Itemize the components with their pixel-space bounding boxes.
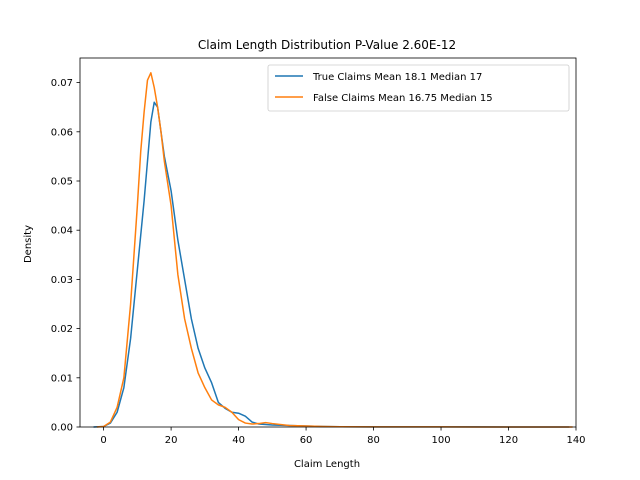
y-tick-label: 0.04	[51, 226, 73, 237]
series-line-0	[93, 101, 570, 428]
plot-area: 0 20 40 60 80 100 120 140 0.00 0.01 0.02 0.03 0.04 0.…	[51, 57, 586, 446]
x-tick-label: 40	[232, 435, 245, 446]
legend-label-0: True Claims Mean 18.1 Median 17	[312, 72, 482, 83]
y-tick-label: 0.07	[51, 78, 73, 89]
series-line-1	[96, 72, 573, 428]
y-tick-label: 0.05	[51, 177, 73, 188]
x-tick-label: 140	[566, 435, 585, 446]
legend-box	[267, 64, 570, 112]
x-tick-label: 80	[367, 435, 380, 446]
y-tick-label: 0.01	[51, 373, 73, 384]
y-tick-label: 0.03	[51, 275, 73, 286]
x-axis-label: Claim Length	[294, 459, 360, 470]
y-tick-label: 0.02	[51, 324, 73, 335]
y-tick-label: 0.06	[51, 127, 73, 138]
legend: True Claims Mean 18.1 Median 17 False Cla…	[267, 64, 570, 112]
x-tick-label: 120	[499, 435, 518, 446]
chart-title: Claim Length Distribution P-Value 2.60E-…	[198, 38, 456, 52]
x-tick-label: 100	[431, 435, 450, 446]
x-tick-label: 60	[300, 435, 313, 446]
y-axis-label: Density	[23, 225, 34, 263]
legend-label-1: False Claims Mean 16.75 Median 15	[313, 93, 493, 104]
y-tick-label: 0.00	[51, 423, 73, 434]
x-tick-label: 0	[100, 435, 106, 446]
plot-frame	[79, 57, 577, 428]
x-tick-label: 20	[165, 435, 178, 446]
